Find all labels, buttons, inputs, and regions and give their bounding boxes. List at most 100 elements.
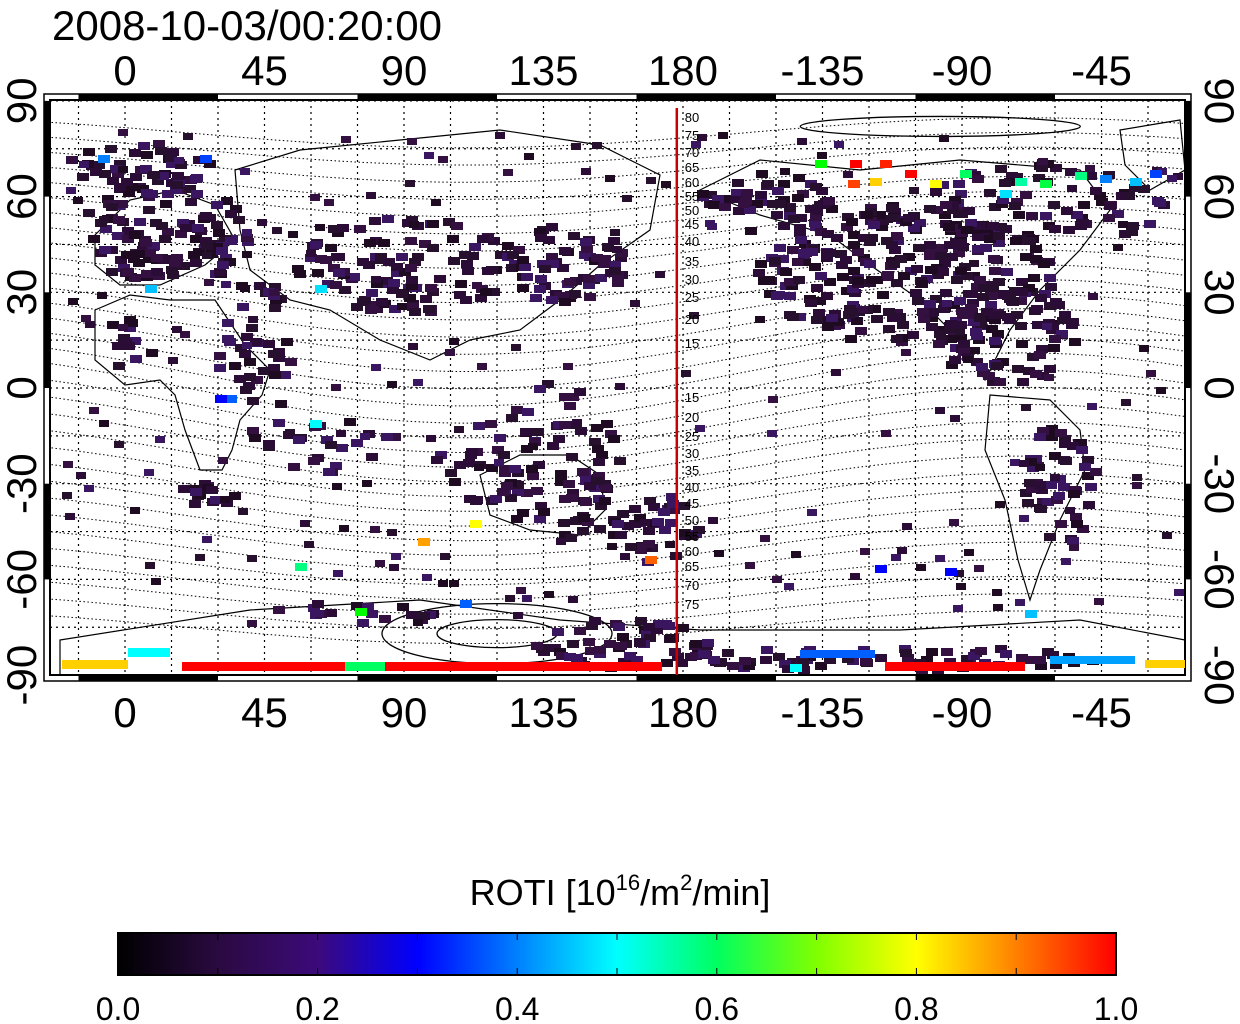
roti-cell (1126, 228, 1138, 236)
roti-cell (571, 143, 581, 150)
roti-cell (897, 547, 907, 554)
roti-band (182, 662, 662, 671)
roti-cell (886, 204, 898, 212)
roti-cell (364, 239, 376, 247)
roti-cell (1006, 297, 1018, 305)
roti-cell (584, 482, 596, 490)
roti-cell (281, 338, 293, 346)
roti-cell (497, 488, 509, 496)
roti-cell-high (355, 608, 367, 616)
roti-cell (784, 204, 796, 212)
roti-cell (225, 237, 237, 245)
roti-cell (512, 488, 524, 496)
roti-cell (691, 141, 701, 148)
roti-cell (126, 183, 138, 191)
roti-cell (431, 456, 443, 464)
roti-cell (954, 570, 964, 577)
roti-cell (539, 265, 551, 273)
roti-cell (220, 496, 230, 503)
roti-cell (213, 229, 225, 237)
roti-cell (655, 271, 665, 278)
roti-cell (793, 174, 805, 182)
roti-cell (332, 483, 342, 490)
roti-cell (629, 520, 641, 528)
roti-cell (524, 153, 534, 160)
roti-cell (733, 207, 745, 215)
roti-cell (740, 197, 752, 205)
roti-cell (397, 303, 407, 310)
roti-cell (235, 344, 247, 352)
roti-cell (387, 286, 399, 294)
border-bar (1185, 483, 1191, 580)
roti-cell (288, 231, 298, 238)
roti-cell (949, 196, 961, 204)
roti-cell (462, 267, 474, 275)
roti-cell (511, 515, 523, 523)
roti-cell (972, 245, 984, 253)
roti-cell (244, 373, 256, 381)
roti-cell (531, 642, 543, 650)
roti-cell (826, 314, 838, 322)
roti-cell (580, 477, 592, 485)
roti-cell (985, 301, 997, 309)
roti-cell (799, 258, 811, 266)
roti-cell (375, 253, 387, 261)
roti-cell (1044, 374, 1054, 381)
roti-cell (782, 665, 794, 673)
roti-cell (129, 231, 141, 239)
roti-cell (939, 259, 951, 267)
roti-cell (995, 165, 1007, 173)
roti-cell (1082, 456, 1094, 464)
border-bar (44, 292, 50, 388)
roti-cell (559, 298, 571, 306)
roti-cell (807, 509, 817, 516)
contour-label: 15 (685, 390, 699, 405)
roti-cell (978, 284, 990, 292)
roti-cell (279, 371, 291, 379)
roti-cell (351, 439, 363, 447)
roti-cell (1038, 260, 1050, 268)
contour-label: 20 (685, 312, 699, 327)
roti-cell (974, 314, 986, 322)
roti-cell (743, 662, 755, 670)
roti-cell (774, 200, 786, 208)
roti-cell (330, 281, 342, 289)
roti-cell (723, 195, 735, 203)
roti-cell (568, 232, 580, 240)
plot-title: 2008-10-03/00:20:00 (52, 2, 442, 49)
roti-cell (148, 171, 160, 179)
roti-cell (1083, 501, 1095, 509)
roti-cell (1034, 656, 1046, 664)
outer-frame (43, 93, 1192, 682)
roti-cell (1023, 367, 1035, 375)
roti-cell (242, 342, 252, 349)
roti-cell (767, 430, 777, 437)
roti-cell (881, 237, 893, 245)
roti-cell (206, 486, 218, 494)
roti-cell (100, 225, 112, 233)
roti-cell (727, 662, 739, 670)
roti-cell (512, 481, 524, 489)
roti-cell (387, 381, 397, 388)
roti-cell (357, 619, 369, 627)
roti-cell (593, 458, 605, 466)
roti-cell (620, 553, 630, 560)
roti-cell (511, 344, 521, 351)
contour-label: 35 (685, 463, 699, 478)
roti-cell (555, 478, 567, 486)
roti-cell (994, 378, 1006, 386)
roti-cell (1044, 533, 1056, 541)
roti-cell (564, 402, 576, 410)
roti-cell (84, 485, 94, 492)
roti-cell (943, 223, 955, 231)
roti-cell (304, 541, 314, 548)
roti-cell (535, 502, 547, 510)
lat-tick-right: -30 (1196, 453, 1240, 514)
roti-cell (427, 220, 439, 228)
roti-cell (513, 246, 525, 254)
roti-cell (190, 259, 202, 267)
roti-cell (564, 653, 576, 661)
roti-cell-high (200, 155, 212, 163)
roti-cell (798, 666, 810, 674)
contour-labels: 8075706560555045403530252015152025303540… (685, 110, 699, 612)
